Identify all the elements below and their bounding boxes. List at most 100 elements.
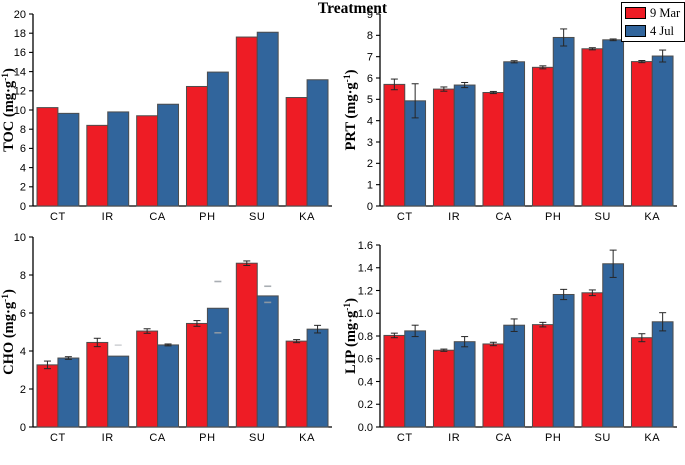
x-category-label: PH [199,432,215,444]
x-category-label: CA [496,432,513,444]
x-category-label: IR [102,432,114,444]
x-category-label: SU [249,432,265,444]
x-category-label: CA [496,211,513,223]
x-category-label: IR [448,432,460,444]
y-tick-label: 0.8 [358,331,373,343]
bar-9-mar-ct [383,83,406,207]
y-axis-title: PRT (mg·g-1) [343,69,359,150]
x-category-label: SU [249,211,265,223]
bar-9-mar-ca [136,330,159,428]
bar-4-jul-ph [206,71,229,207]
bar-9-mar-ct [383,334,406,428]
bar-9-mar-ca [482,92,505,207]
bar-9-mar-ph [185,322,208,428]
bar-4-jul-ct [404,330,427,428]
y-tick-label: 8 [367,30,373,42]
bar-9-mar-ca [482,343,505,428]
y-tick-label: 0.2 [358,399,373,411]
bar-4-jul-ir [107,111,130,207]
bar-4-jul-su [602,263,625,428]
y-tick-label: 10 [14,105,26,117]
bar-4-jul-ca [157,344,180,428]
y-tick-label: 4 [20,162,26,174]
y-tick-label: 14 [14,66,26,78]
bar-4-jul-ph [206,307,229,428]
y-tick-label: 4 [20,346,26,358]
x-category-label: KA [644,211,660,223]
bar-9-mar-ca [136,115,159,207]
bar-4-jul-ph [552,36,575,207]
lip-bar-chart: 0.0 0.2 0.4 0.6 0.8 1.0 1.2 1.4 1.6 CT IR CA PH SU KA L… [343,240,677,444]
y-tick-label: 1.2 [358,285,373,297]
bar-9-mar-su [581,48,604,207]
stray-dash-mark [114,344,122,346]
y-tick-label: 2 [367,158,373,170]
legend-row-jul: 4 Jul [625,23,680,39]
x-category-label: PH [199,211,215,223]
y-tick-label: 4 [367,115,373,127]
y-tick-label: 6 [367,73,373,85]
y-tick-label: 6 [20,143,26,155]
bar-4-jul-ca [503,324,526,428]
y-tick-label: 6 [20,308,26,320]
x-category-label: CT [397,211,413,223]
bar-9-mar-ir [432,349,455,428]
stray-dash-mark [264,285,272,288]
y-tick-label: 0.4 [358,376,373,388]
bar-4-jul-ka [651,321,674,428]
legend-row-mar: 9 Mar [625,5,680,21]
legend-label-4-jul: 4 Jul [650,23,674,38]
y-tick-label: 2 [20,384,26,396]
bar-4-jul-su [256,295,279,428]
legend-label-9-mar: 9 Mar [650,5,681,20]
stray-dash-mark [264,301,272,304]
bar-9-mar-ph [531,324,554,428]
x-category-label: CA [149,432,166,444]
x-category-label: SU [595,211,611,223]
y-tick-label: 1 [367,179,373,191]
bar-9-mar-su [581,292,604,428]
y-tick-label: 0.0 [358,422,373,434]
bar-4-jul-ct [57,357,80,428]
y-tick-label: 0.6 [358,354,373,366]
x-category-label: CT [397,432,413,444]
bar-4-jul-ka [306,79,329,207]
x-category-label: PH [545,211,561,223]
bar-9-mar-ph [531,66,554,207]
x-category-label: KA [644,432,660,444]
bar-4-jul-ca [157,103,180,207]
y-tick-label: 20 [14,9,26,21]
toc-bar-chart: 0 2 4 6 8 10 12 14 16 18 20 CT IR CA PH SU KA TOC (mg·g-1… [1,9,332,223]
y-tick-label: 8 [20,270,26,282]
y-tick-label: 8 [20,124,26,136]
bar-9-mar-ir [86,124,109,207]
x-category-label: CT [50,432,66,444]
bar-4-jul-ka [651,55,674,207]
y-tick-label: 16 [14,47,26,59]
bar-4-jul-ct [57,112,80,207]
cho-bar-chart: 0 2 4 6 8 10 CT IR CA PH SU KA CHO (mg·g-1) [1,232,332,444]
bar-9-mar-ka [630,337,653,428]
y-axis-title: CHO (mg·g-1) [1,289,17,375]
stray-dash-mark [214,280,222,283]
y-axis-title: LIP (mg·g-1) [343,298,359,374]
bar-9-mar-ct [36,364,59,428]
bar-9-mar-ir [86,341,109,428]
bar-9-mar-ka [630,61,653,207]
y-tick-label: 18 [14,28,26,40]
x-category-label: PH [545,432,561,444]
y-axis-title: TOC (mg·g-1) [1,68,17,152]
bar-4-jul-su [602,39,625,207]
x-category-label: KA [299,432,315,444]
bar-4-jul-ph [552,293,575,428]
bar-4-jul-ka [306,328,329,428]
bar-4-jul-ir [107,355,130,428]
prt-bar-chart: 0 1 2 3 4 5 6 7 8 9 CT IR CA PH SU KA PRT (mg·g-1) [343,9,677,223]
stray-dash-mark [214,332,222,334]
bar-9-mar-ka [285,340,308,428]
x-category-label: IR [102,211,114,223]
bar-9-mar-su [235,36,258,207]
legend-swatch-4-jul [625,25,646,37]
y-tick-label: 0 [20,201,26,213]
